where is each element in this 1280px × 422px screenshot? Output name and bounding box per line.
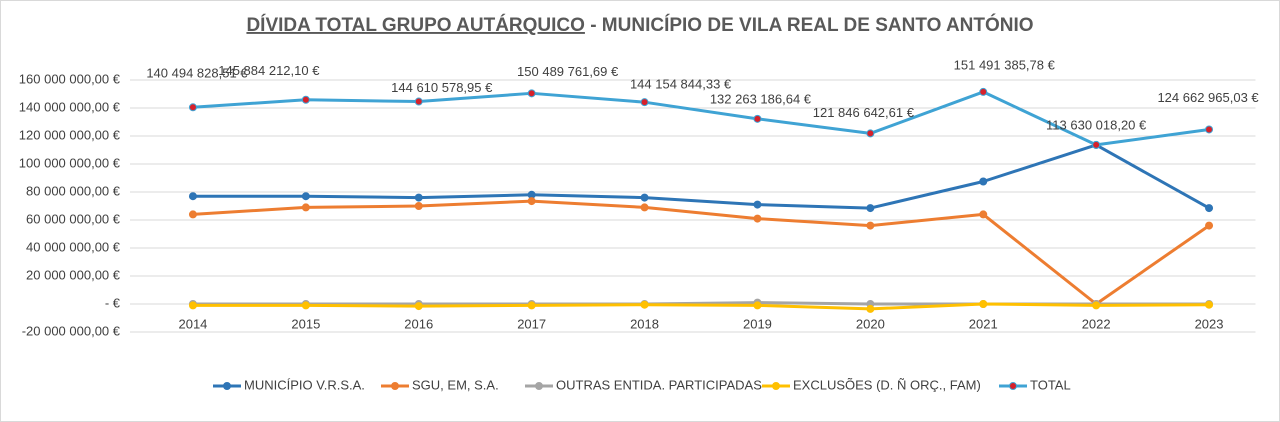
data-label: 121 846 642,61 € — [813, 105, 915, 120]
y-tick-label: 160 000 000,00 € — [19, 71, 121, 86]
y-tick-label: 40 000 000,00 € — [26, 239, 121, 254]
legend-label: EXCLUSÕES (D. Ñ ORÇ., FAM) — [793, 377, 981, 392]
data-point — [979, 177, 988, 186]
data-point — [866, 204, 875, 213]
data-point — [1205, 300, 1214, 309]
legend-marker — [535, 382, 543, 390]
data-point — [640, 193, 649, 202]
data-point — [527, 301, 536, 310]
data-point — [414, 97, 423, 106]
y-tick-label: 140 000 000,00 € — [19, 99, 121, 114]
x-tick-label: 2015 — [291, 316, 320, 331]
x-tick-label: 2022 — [1082, 316, 1111, 331]
data-point — [753, 214, 762, 223]
series-line — [192, 302, 1210, 311]
title-rest: - MUNICÍPIO DE VILA REAL DE SANTO ANTÓNI… — [585, 14, 1034, 36]
data-point — [1205, 125, 1214, 134]
x-tick-label: 2020 — [856, 316, 885, 331]
legend-item: TOTAL — [999, 377, 1071, 392]
data-point — [188, 192, 197, 201]
legend-marker — [391, 382, 399, 390]
y-tick-label: 100 000 000,00 € — [19, 155, 121, 170]
data-point — [1205, 204, 1214, 213]
data-label: 140 494 828,51 € — [146, 66, 248, 81]
data-point — [414, 193, 423, 202]
data-label: 144 154 844,33 € — [630, 77, 732, 92]
data-point — [527, 197, 536, 206]
series-line — [192, 199, 1210, 306]
series-line — [192, 143, 1210, 210]
y-tick-label: 20 000 000,00 € — [26, 267, 121, 282]
data-point — [301, 203, 310, 212]
data-label: 145 884 212,10 € — [218, 63, 320, 78]
legend-marker — [1009, 382, 1017, 390]
data-point — [640, 203, 649, 212]
x-tick-label: 2023 — [1195, 316, 1224, 331]
chart-title: DÍVIDA TOTAL GRUPO AUTÁRQUICO - MUNICÍPI… — [246, 14, 1033, 36]
legend-marker — [223, 382, 231, 390]
legend-item: OUTRAS ENTIDA. PARTICIPADAS — [525, 377, 762, 392]
x-tick-label: 2014 — [178, 316, 207, 331]
legend-label: OUTRAS ENTIDA. PARTICIPADAS — [556, 377, 762, 392]
data-point — [301, 301, 310, 310]
data-point — [979, 87, 988, 96]
data-point — [753, 301, 762, 310]
data-point — [866, 129, 875, 138]
y-tick-label: - € — [105, 295, 121, 310]
data-point — [1092, 140, 1101, 149]
y-tick-label: -20 000 000,00 € — [22, 323, 121, 338]
data-point — [866, 304, 875, 313]
legend-marker — [772, 382, 780, 390]
data-point — [301, 95, 310, 104]
data-point — [188, 103, 197, 112]
legend-label: MUNICÍPIO V.R.S.A. — [244, 377, 365, 392]
title-underlined: DÍVIDA TOTAL GRUPO AUTÁRQUICO — [246, 14, 584, 36]
legend-item: EXCLUSÕES (D. Ñ ORÇ., FAM) — [762, 377, 981, 392]
data-point — [527, 89, 536, 98]
data-label: 150 489 761,69 € — [517, 64, 619, 79]
data-point — [301, 192, 310, 201]
y-tick-label: 60 000 000,00 € — [26, 211, 121, 226]
data-point — [640, 98, 649, 107]
x-tick-label: 2016 — [404, 316, 433, 331]
data-point — [753, 200, 762, 209]
data-point — [414, 302, 423, 311]
data-point — [188, 301, 197, 310]
data-label: 151 491 385,78 € — [954, 57, 1056, 72]
data-label: 113 630 018,20 € — [1046, 117, 1147, 132]
data-point — [640, 300, 649, 309]
y-tick-label: 120 000 000,00 € — [19, 127, 121, 142]
x-tick-label: 2019 — [743, 316, 772, 331]
data-point — [866, 221, 875, 230]
data-point — [979, 300, 988, 308]
x-tick-label: 2017 — [517, 316, 546, 331]
series-line — [192, 90, 1210, 147]
data-point — [1092, 301, 1101, 310]
data-label: 132 263 186,64 € — [710, 91, 812, 106]
legend-item: SGU, EM, S.A. — [381, 377, 499, 392]
data-point — [188, 210, 197, 219]
legend-label: SGU, EM, S.A. — [412, 377, 499, 392]
legend-label: TOTAL — [1030, 377, 1071, 392]
data-label: 124 662 965,03 € — [1157, 90, 1259, 105]
data-point — [414, 202, 423, 210]
data-label: 144 610 578,95 € — [391, 80, 493, 95]
data-point — [979, 210, 988, 219]
data-point — [753, 114, 762, 123]
data-point — [1205, 221, 1214, 230]
legend-item: MUNICÍPIO V.R.S.A. — [213, 377, 365, 392]
x-tick-label: 2021 — [969, 316, 998, 331]
y-tick-label: 80 000 000,00 € — [26, 183, 121, 198]
x-tick-label: 2018 — [630, 316, 659, 331]
